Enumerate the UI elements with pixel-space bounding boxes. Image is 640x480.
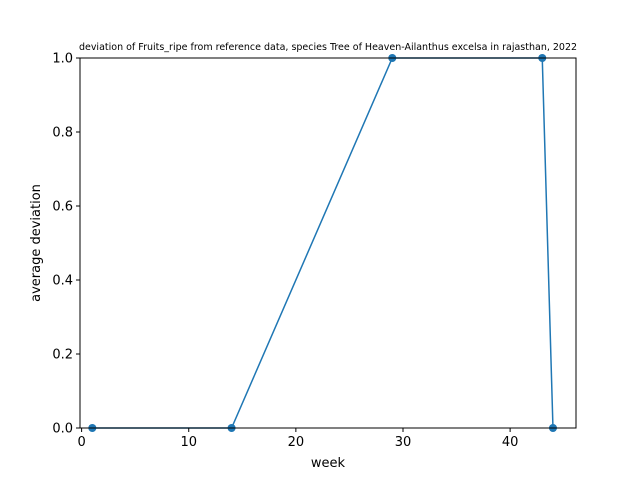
x-tick-label: 40: [502, 435, 519, 450]
x-tick-label: 20: [288, 435, 305, 450]
x-tick-label: 10: [180, 435, 197, 450]
y-tick-label: 0.6: [52, 200, 73, 215]
y-tick-label: 0.4: [52, 274, 73, 289]
y-axis-ticks: 0.0 0.2 0.4 0.6 0.8 1.0: [52, 52, 80, 437]
series-line: [92, 57, 554, 429]
x-tick-label: 0: [77, 435, 85, 450]
y-tick-label: 0.2: [52, 348, 73, 363]
y-axis-label: average deviation: [29, 184, 44, 302]
y-tick-label: 0.0: [52, 422, 73, 437]
x-tick-label: 30: [395, 435, 412, 450]
plot-marks: [88, 54, 557, 432]
y-tick-label: 1.0: [52, 52, 73, 67]
x-axis-label: week: [311, 456, 346, 471]
y-tick-label: 0.8: [52, 126, 73, 141]
x-axis-ticks: 0 10 20 30 40: [77, 428, 518, 450]
plot-frame: [79, 57, 577, 429]
chart-title: deviation of Fruits_ripe from reference …: [79, 42, 577, 53]
